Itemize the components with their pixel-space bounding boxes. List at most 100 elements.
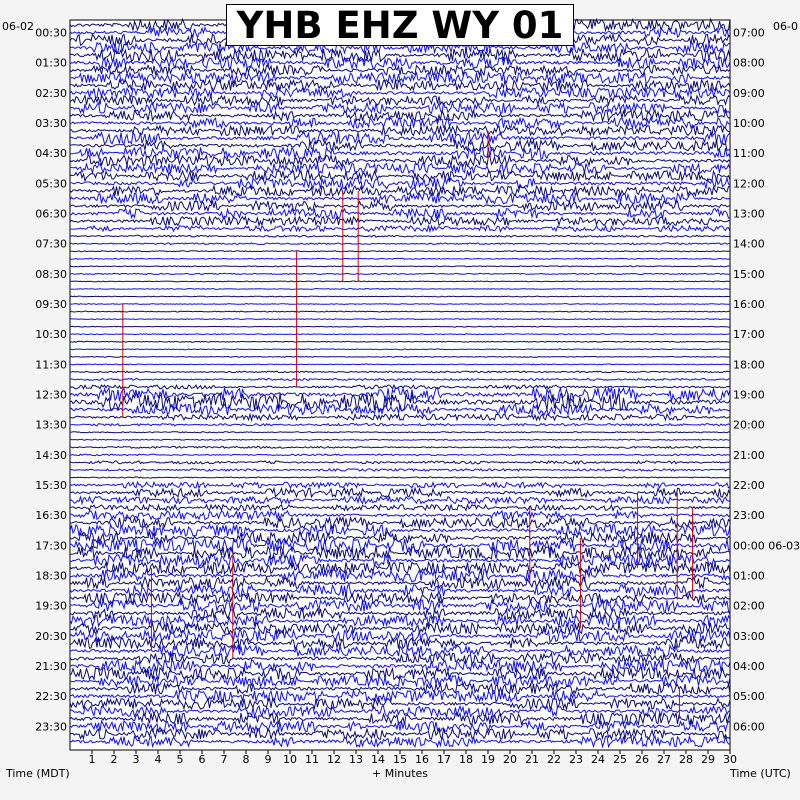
left-hour-label: 23:30: [35, 720, 67, 733]
trace-row: [69, 438, 730, 441]
trace-row: [69, 544, 731, 562]
right-hour-label: 13:00: [733, 208, 765, 221]
trace-row: [69, 643, 731, 659]
right-hour-label: 07:00: [733, 27, 765, 40]
left-hour-label: 02:30: [35, 87, 67, 100]
trace-row: [69, 621, 731, 636]
left-hour-label: 05:30: [35, 177, 67, 190]
right-hour-label: 19:00: [733, 389, 765, 402]
trace-row: [69, 101, 731, 115]
x-tick-label: 16: [415, 753, 429, 766]
trace-row: [69, 234, 731, 238]
right-hour-label: 18:00: [733, 358, 765, 371]
trace-row: [69, 295, 731, 298]
trace-row: [69, 560, 731, 576]
left-hour-label: 00:30: [35, 27, 67, 40]
chart-title: YHB EHZ WY 01: [236, 3, 564, 47]
left-hour-label: 10:30: [35, 328, 67, 341]
right-hour-label: 21:00: [733, 449, 765, 462]
x-tick-label: 4: [155, 753, 162, 766]
trace-row: [69, 590, 731, 606]
trace-row: [69, 78, 731, 93]
trace-row: [69, 191, 731, 206]
right-hour-label: 00:00 06-03: [733, 539, 800, 552]
x-tick-label: 21: [525, 753, 539, 766]
x-tick-label: 8: [243, 753, 250, 766]
trace-row: [69, 116, 731, 130]
trace-row: [69, 704, 731, 719]
trace-row: [69, 522, 731, 538]
trace-row: [69, 64, 731, 78]
trace-row: [69, 453, 731, 457]
x-tick-label: 2: [111, 753, 118, 766]
x-tick-label: 14: [371, 753, 385, 766]
x-tick-label: 12: [327, 753, 341, 766]
x-tick-label: 23: [569, 753, 583, 766]
chart-title-box: YHB EHZ WY 01: [226, 3, 574, 47]
right-hour-label: 12:00: [733, 177, 765, 190]
trace-row: [69, 169, 731, 183]
trace-row: [69, 250, 731, 253]
trace-row: [69, 383, 731, 391]
x-tick-label: 22: [547, 753, 561, 766]
trace-row: [69, 153, 731, 168]
right-hour-label: 02:00: [733, 600, 765, 613]
left-hour-label: 15:30: [35, 479, 67, 492]
trace-row: [69, 503, 731, 513]
trace-row: [69, 325, 730, 328]
left-hour-label: 14:30: [35, 449, 67, 462]
left-hour-label: 13:30: [35, 419, 67, 432]
trace-row: [69, 318, 731, 321]
trace-row: [69, 145, 731, 160]
right-hour-label: 06:00: [733, 720, 765, 733]
trace-row: [69, 515, 731, 530]
trace-row: [69, 412, 731, 422]
trace-row: [69, 422, 731, 427]
trace-row: [69, 162, 731, 175]
trace-row: [69, 606, 731, 621]
trace-row: [69, 355, 731, 358]
trace-row: [69, 86, 731, 100]
left-hour-label: 17:30: [35, 539, 67, 552]
trace-row: [69, 242, 730, 246]
trace-row: [69, 402, 731, 417]
left-hour-label: 07:30: [35, 238, 67, 251]
left-hour-labels: 00:30 01:30 02:30 03:30 04:30 05:30 06:30 07:30…: [35, 27, 67, 734]
trace-row: [69, 486, 731, 499]
trace-row: [69, 681, 731, 696]
x-tick-label: 9: [265, 753, 272, 766]
trace-row: [69, 651, 731, 666]
trace-row: [69, 467, 731, 472]
trace-row: [69, 386, 731, 404]
right-hour-label: 23:00: [733, 509, 765, 522]
x-tick-label: 24: [591, 753, 605, 766]
right-hour-label: 14:00: [733, 238, 765, 251]
trace-row: [69, 727, 731, 741]
left-hour-label: 03:30: [35, 117, 67, 130]
trace-row: [69, 333, 730, 336]
right-hour-label: 03:00: [733, 630, 765, 643]
trace-row: [69, 613, 731, 629]
trace-row: [69, 696, 731, 711]
x-axis-label: + Minutes: [372, 767, 429, 780]
trace-row: [69, 55, 731, 71]
trace-row: [69, 377, 731, 382]
trace-row: [69, 509, 731, 522]
x-tick-label: 27: [657, 753, 671, 766]
trace-row: [69, 176, 731, 191]
x-tick-label: 28: [679, 753, 693, 766]
left-hour-label: 16:30: [35, 509, 67, 522]
trace-row: [69, 184, 731, 198]
x-tick-label: 17: [437, 753, 451, 766]
trace-row: [69, 734, 731, 749]
trace-row: [69, 636, 731, 651]
right-hour-labels: 07:00 08:00 09:00 10:00 11:00 12:00 13:00 14:00…: [733, 27, 800, 734]
trace-row: [69, 138, 731, 153]
left-hour-label: 08:30: [35, 268, 67, 281]
trace-row: [69, 567, 731, 583]
right-hour-label: 05:00: [733, 690, 765, 703]
x-tick-label: 6: [199, 753, 206, 766]
right-hour-label: 15:00: [733, 268, 765, 281]
trace-row: [69, 659, 731, 674]
